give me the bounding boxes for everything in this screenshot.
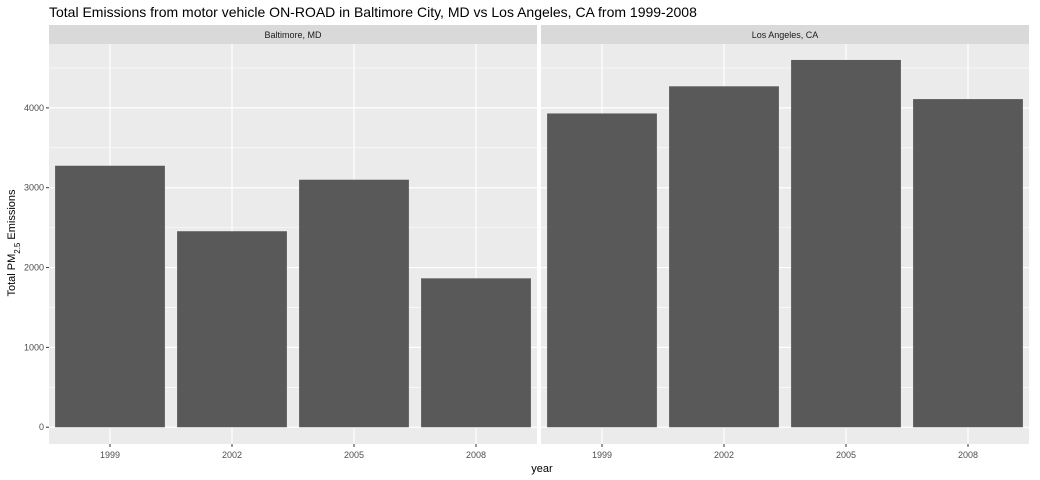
x-tick-label: 2005: [344, 450, 364, 460]
bar-2002: [177, 231, 287, 428]
facet-strip-label: Los Angeles, CA: [752, 30, 819, 40]
y-tick-label: 2000: [24, 263, 44, 273]
y-axis: 0 1000 2000 3000 4000: [24, 103, 49, 432]
x-tick-label: 1999: [592, 450, 612, 460]
x-tick-label: 1999: [100, 450, 120, 460]
x-axis-title: year: [531, 463, 553, 475]
y-axis-title-subscript: 2.5: [13, 242, 22, 254]
y-axis-title-prefix: Total PM: [6, 254, 18, 297]
x-tick-label: 2002: [714, 450, 734, 460]
x-tick-label: 2002: [222, 450, 242, 460]
y-axis-title-suffix: Emissions: [6, 189, 18, 243]
y-tick-label: 1000: [24, 342, 44, 352]
x-tick-label: 2008: [466, 450, 486, 460]
bar-1999: [547, 113, 657, 428]
facet-panel-2: Los Angeles, CA 1999 2002 2005 2008: [541, 25, 1029, 460]
y-axis-title: Total PM2.5 Emissions: [6, 189, 22, 297]
x-tick-label: 2005: [836, 450, 856, 460]
facet-strip-label: Baltimore, MD: [264, 30, 322, 40]
x-tick-label: 2008: [958, 450, 978, 460]
bar-2002: [669, 86, 779, 428]
bar-2005: [299, 179, 409, 428]
bar-1999: [55, 165, 165, 428]
bar-2008: [913, 99, 1023, 428]
y-tick-label: 4000: [24, 103, 44, 113]
bar-2008: [421, 278, 531, 428]
facet-panel-1: Baltimore, MD 1999 2002 2005 2008: [49, 25, 537, 460]
bar-2005: [791, 59, 901, 428]
facet-strip: [49, 25, 537, 44]
chart-title: Total Emissions from motor vehicle ON-RO…: [49, 4, 697, 20]
facet-strip: [541, 25, 1029, 44]
y-tick-label: 0: [39, 422, 44, 432]
y-tick-label: 3000: [24, 183, 44, 193]
